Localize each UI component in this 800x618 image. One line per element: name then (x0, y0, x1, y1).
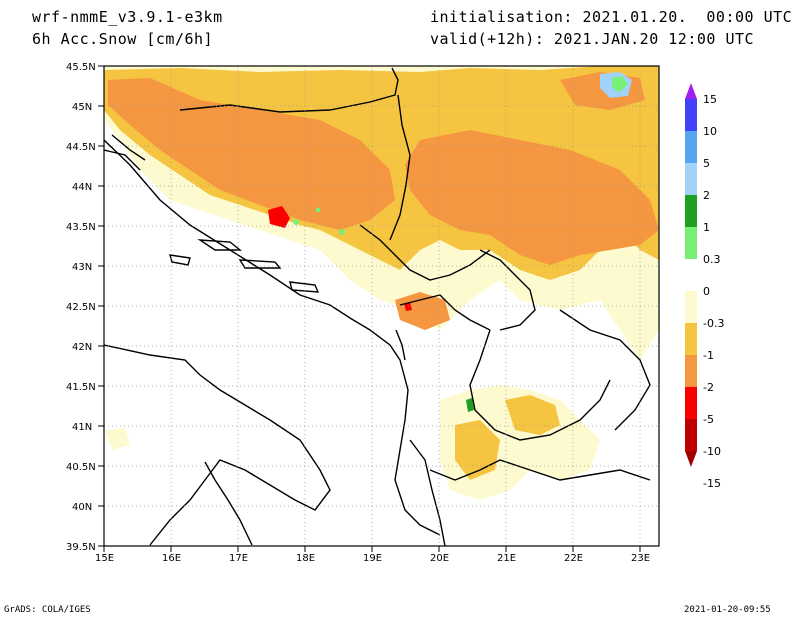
lat-label: 41.5N (66, 382, 96, 393)
lat-label: 39.5N (66, 542, 96, 553)
lat-label: 42N (72, 342, 92, 353)
colorbar-segment (685, 291, 697, 323)
lon-label: 17E (229, 553, 248, 564)
border-macedonia (469, 329, 611, 441)
colorbar-segment (685, 163, 697, 195)
lat-labels: 45.5N 45N 44.5N 44N 43.5N 43N 42.5N 42N … (66, 62, 96, 553)
snow-red-patch-2 (404, 302, 412, 311)
lon-label: 21E (497, 553, 516, 564)
border-albania-north (399, 294, 491, 331)
snow-mid-area-southeast (505, 395, 560, 435)
lat-label: 42.5N (66, 302, 96, 313)
colorbar-label: 2 (703, 189, 710, 202)
colorbar: 15 10 5 2 1 0.3 0 -0.3 -1 -2 -5 -10 -15 (685, 83, 724, 490)
valid-time: valid(+12h): 2021.JAN.20 12:00 UTC (430, 30, 755, 48)
colorbar-label: 0.3 (703, 253, 721, 266)
colorbar-label: 15 (703, 93, 717, 106)
field-title: 6h Acc.Snow [cm/6h] (32, 30, 214, 48)
croatia-islands-3 (289, 281, 320, 293)
adriatic-coast-east (104, 139, 441, 536)
lon-labels: 15E 16E 17E 18E 19E 20E 21E 22E 23E (95, 553, 650, 564)
snow-dark-area-west (108, 78, 395, 230)
colorbar-label: 5 (703, 157, 710, 170)
colorbar-segment (685, 259, 697, 291)
colorbar-label: 1 (703, 221, 710, 234)
snow-dark-area-east (405, 130, 659, 265)
lon-label: 18E (296, 553, 315, 564)
lat-label: 44N (72, 182, 92, 193)
lat-label: 45N (72, 102, 92, 113)
colorbar-label: -0.3 (703, 317, 724, 330)
snow-lightgreen-dot-3 (315, 207, 321, 213)
colorbar-segment (685, 355, 697, 387)
lon-label: 15E (95, 553, 114, 564)
snow-red-patch-1 (268, 206, 290, 228)
croatia-islands-4 (169, 254, 191, 266)
croatia-islands-1 (197, 239, 242, 251)
italy-coast (104, 344, 331, 546)
lon-label: 16E (162, 553, 181, 564)
snow-dark-patch-central (395, 292, 450, 330)
snow-lightgreen-dot-1 (293, 219, 299, 225)
footer-credit: GrADS: COLA/IGES (4, 605, 91, 615)
border-kosovo (479, 249, 536, 331)
ticks (98, 65, 641, 552)
border-serbia-bosnia (389, 94, 411, 241)
lat-label: 40.5N (66, 462, 96, 473)
snow-lightgreen-dot-2 (339, 229, 345, 235)
colorbar-label: -15 (703, 477, 721, 490)
coast-north-2 (111, 134, 146, 161)
colorbar-label: 0 (703, 285, 710, 298)
lat-label: 43.5N (66, 222, 96, 233)
lat-label: 44.5N (66, 142, 96, 153)
border-bulgaria (559, 309, 651, 431)
lat-label: 40N (72, 502, 92, 513)
lat-label: 45.5N (66, 62, 96, 73)
colorbar-segment (685, 227, 697, 259)
colorbar-bottom-arrow (685, 451, 697, 467)
colorbar-segment (685, 323, 697, 355)
colorbar-label: -10 (703, 445, 721, 458)
footer-timestamp: 2021-01-20-09:55 (684, 605, 771, 615)
lon-label: 23E (631, 553, 650, 564)
lat-label: 41N (72, 422, 92, 433)
colorbar-segment (685, 131, 697, 163)
colorbar-segment (685, 387, 697, 419)
snow-green-patch-central (466, 398, 474, 412)
colorbar-label: -5 (703, 413, 714, 426)
colorbar-top-arrow (685, 83, 697, 99)
coast-north-1 (104, 149, 141, 171)
border-albania-greece (409, 439, 446, 546)
colorbar-segment (685, 99, 697, 131)
colorbar-label: -2 (703, 381, 714, 394)
snow-green-patch-ne (612, 76, 628, 92)
snow-light-patch-west (105, 428, 130, 450)
graticule (104, 66, 659, 546)
border-montenegro (359, 224, 491, 281)
lon-label: 20E (430, 553, 449, 564)
colorbar-label: -1 (703, 349, 714, 362)
lon-label: 19E (363, 553, 382, 564)
snow-field (104, 66, 659, 500)
colorbar-segment (685, 419, 697, 451)
lon-label: 22E (564, 553, 583, 564)
init-time: initialisation: 2021.01.20. 00:00 UTC (430, 8, 793, 26)
model-title: wrf-nmmE_v3.9.1-e3km (32, 8, 223, 26)
italy-heel (204, 461, 253, 546)
lat-label: 43N (72, 262, 92, 273)
border-greece-north (429, 459, 651, 481)
colorbar-label: 10 (703, 125, 717, 138)
croatia-islands-2 (238, 259, 282, 269)
border-montenegro-albania (395, 329, 406, 361)
colorbar-segment (685, 195, 697, 227)
